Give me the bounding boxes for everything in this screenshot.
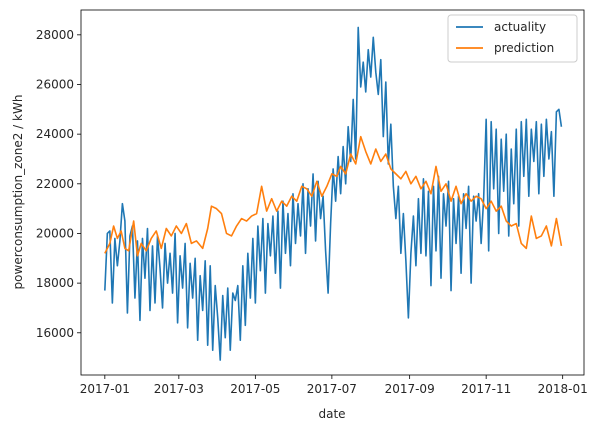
x-axis-label: date xyxy=(318,407,345,421)
legend: actuality prediction xyxy=(447,14,578,63)
x-tick-label: 2017-09 xyxy=(385,382,435,396)
x-tick-label: 2017-03 xyxy=(154,382,204,396)
series-line-prediction xyxy=(104,135,563,257)
x-tick-label: 2017-01 xyxy=(80,382,130,396)
x-tick-label: 2018-01 xyxy=(538,382,588,396)
y-tick-label: 28000 xyxy=(36,28,74,42)
legend-label-actuality: actuality xyxy=(494,20,546,34)
series-layer xyxy=(104,26,563,361)
x-tick-label: 2017-05 xyxy=(230,382,280,396)
y-tick-label: 26000 xyxy=(36,77,74,91)
x-tick-label: 2017-07 xyxy=(307,382,357,396)
y-axis: 16000 18000 20000 22000 24000 26000 28000 xyxy=(36,28,81,340)
plot-frame xyxy=(80,9,585,376)
x-axis: 2017-01 2017-03 2017-05 2017-07 2017-09 2017-… xyxy=(80,375,588,396)
legend-label-prediction: prediction xyxy=(494,41,554,55)
y-tick-label: 16000 xyxy=(36,326,74,340)
x-tick-label: 2017-11 xyxy=(461,382,511,396)
series-line-actuality xyxy=(104,26,563,361)
y-tick-label: 20000 xyxy=(36,226,74,240)
y-tick-label: 22000 xyxy=(36,177,74,191)
y-tick-label: 24000 xyxy=(36,127,74,141)
y-axis-label: powerconsumption_zone2 / kWh xyxy=(11,95,25,290)
y-tick-label: 18000 xyxy=(36,276,74,290)
